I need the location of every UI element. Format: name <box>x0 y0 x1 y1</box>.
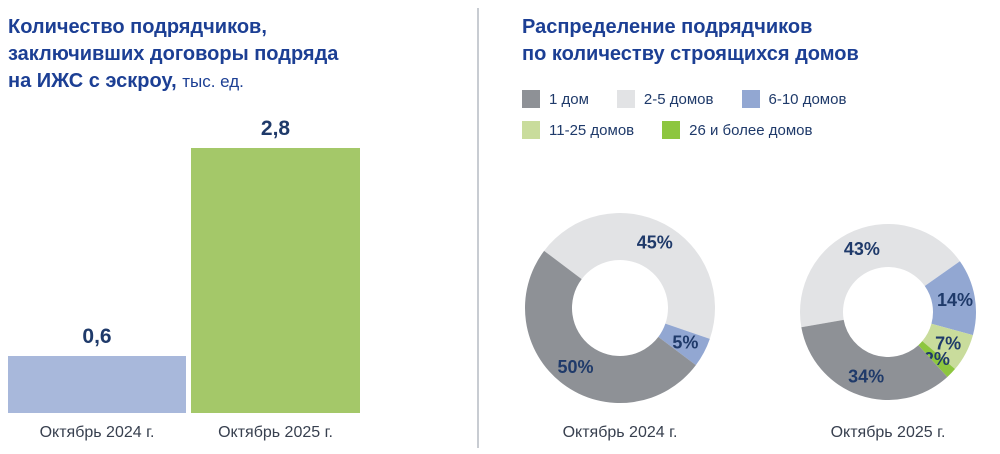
bar-chart: 0,6 2,8 <box>8 117 360 413</box>
donut-caption-2024: Октябрь 2024 г. <box>562 424 678 441</box>
donut-segment <box>801 319 948 400</box>
donut-percent-label: 7% <box>935 334 961 354</box>
right-title-line1: Распределение подрядчиков <box>522 16 813 38</box>
right-title-line2: по количеству строящихся домов <box>522 43 859 65</box>
legend-swatch <box>522 121 540 139</box>
legend-label: 11-25 домов <box>549 121 635 139</box>
bar-value-label: 0,6 <box>82 325 112 348</box>
donut-segment <box>922 323 973 370</box>
bar <box>191 148 360 413</box>
donut-percent-label: 34% <box>848 366 884 386</box>
donut-percent-label: 5% <box>672 333 698 353</box>
donut-segment <box>544 212 715 339</box>
right-chart-title: Распределение подрядчиков по количеству … <box>522 14 859 68</box>
donut-caption-2025: Октябрь 2025 г. <box>830 424 946 441</box>
left-title-line2: заключивших договоры подряда <box>8 43 339 65</box>
donut-segment <box>525 250 696 403</box>
legend-label: 2-5 домов <box>643 90 714 108</box>
bar-column: 0,6 <box>8 325 186 413</box>
legend-item: 2-5 домов <box>616 90 714 108</box>
left-title-unit: тыс. ед. <box>182 72 244 91</box>
donut-chart-2024: 45% 5% 50% <box>525 212 715 403</box>
legend-item: 1 дом <box>522 90 589 108</box>
left-title-line3-bold: на ИЖС с эскроу, <box>8 70 177 92</box>
donut-segment <box>658 323 710 366</box>
bar-x-axis-labels: Октябрь 2024 г. Октябрь 2025 г. <box>8 424 360 442</box>
donut-percent-label: 14% <box>937 290 973 310</box>
legend-swatch <box>741 90 760 108</box>
donut-chart-2025: 43%14%7%2%34% <box>800 223 976 400</box>
legend-item: 6-10 домов <box>741 90 847 108</box>
bar-category-label: Октябрь 2024 г. <box>39 424 155 441</box>
donut-percent-label: 43% <box>844 239 880 259</box>
legend-swatch <box>662 121 681 139</box>
left-title-line3: на ИЖС с эскроу, тыс. ед. <box>8 68 338 95</box>
bar-category-label: Октябрь 2025 г. <box>218 424 333 441</box>
left-chart-title: Количество подрядчиков, заключивших дого… <box>8 14 338 95</box>
donut-segment <box>918 341 956 377</box>
panel-divider <box>477 8 479 448</box>
donut-percent-label: 45% <box>637 233 673 253</box>
bar-value-label: 2,8 <box>260 117 291 140</box>
legend-swatch <box>616 90 635 108</box>
donut-percent-label: 50% <box>557 357 593 377</box>
legend-label: 6-10 домов <box>768 90 847 108</box>
bar <box>8 356 186 413</box>
legend-swatch <box>522 90 540 108</box>
legend-item: 26 и более домов <box>662 121 812 139</box>
left-title-line1: Количество подрядчиков, <box>8 16 267 38</box>
donut-segment <box>800 223 960 328</box>
donut-segment <box>924 261 976 336</box>
legend-item: 11-25 домов <box>522 121 634 139</box>
bar-column: 2,8 <box>191 117 360 413</box>
legend-label: 1 дом <box>549 90 589 108</box>
donut-legend: 1 дом 2-5 домов 6-10 домов 11-25 домов 26 и … <box>522 90 974 139</box>
legend-label: 26 и более домов <box>689 121 813 139</box>
